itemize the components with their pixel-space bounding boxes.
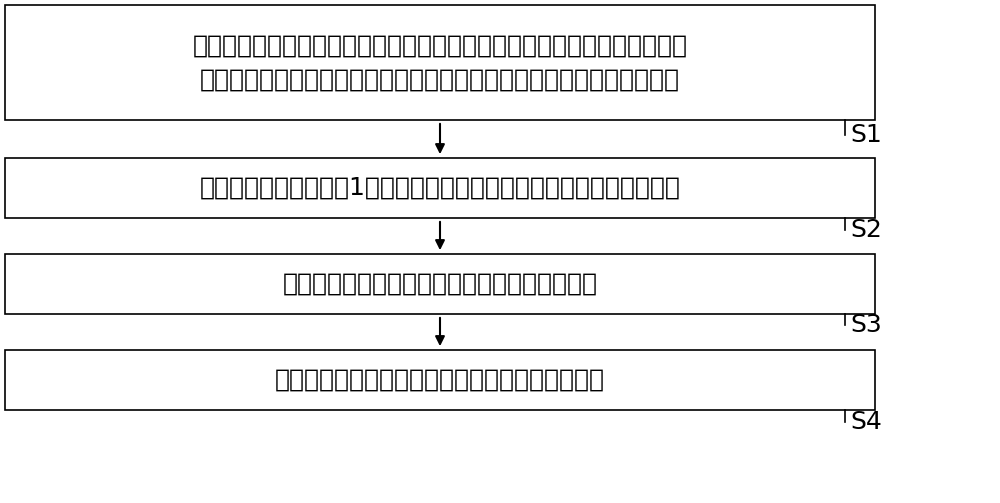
Text: S4: S4 [850, 410, 882, 434]
Text: S2: S2 [850, 218, 882, 242]
Bar [5, 5, 875, 120]
Text: 根据研究区储层的地质条件，确定储层各位置的物源因素类型、沉积因素类
型、成岩因素类型和地层压力因素类型，得到各个因素对应的类型数量；: 根据研究区储层的地质条件，确定储层各位置的物源因素类型、沉积因素类 型、成岩因素… [192, 34, 688, 91]
Text: 根据所述储层分级评价方案确定分级评价图版；: 根据所述储层分级评价方案确定分级评价图版； [283, 272, 598, 296]
Text: 利用所述分级评价图版对所述储层进行分级评价。: 利用所述分级评价图版对所述储层进行分级评价。 [275, 368, 605, 392]
Bar [5, 254, 875, 314]
Bar [5, 350, 875, 410]
Text: S1: S1 [850, 123, 882, 147]
Text: S3: S3 [850, 313, 882, 337]
Bar [5, 158, 875, 218]
Text: 选取所述类型数量大于1的因素作为控制因素，得到储层分级评价方案；: 选取所述类型数量大于1的因素作为控制因素，得到储层分级评价方案； [200, 176, 680, 200]
